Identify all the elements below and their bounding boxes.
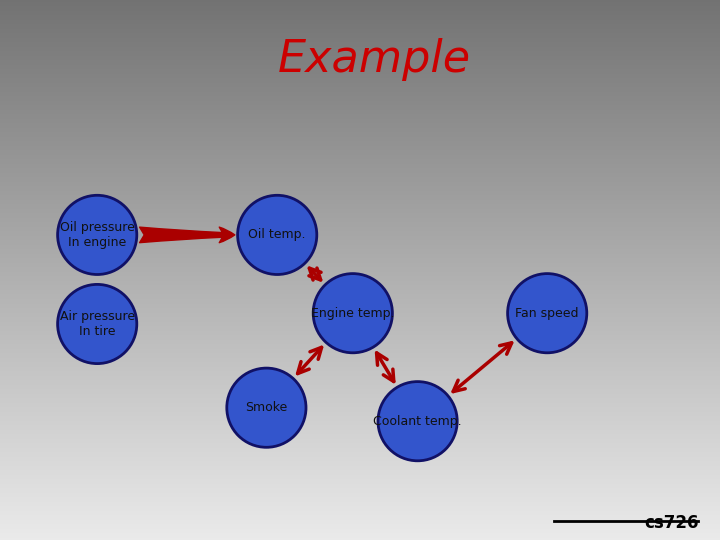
Text: cs726: cs726 [644,514,698,532]
Ellipse shape [58,195,137,274]
Ellipse shape [227,368,306,447]
Ellipse shape [508,274,587,353]
Ellipse shape [378,382,457,461]
Text: Smoke: Smoke [246,401,287,414]
Text: Engine temp.: Engine temp. [311,307,395,320]
Text: Coolant temp.: Coolant temp. [373,415,462,428]
Text: Oil temp.: Oil temp. [248,228,306,241]
Ellipse shape [313,274,392,353]
Text: Air pressure
In tire: Air pressure In tire [60,310,135,338]
Ellipse shape [238,195,317,274]
Text: Example: Example [278,38,471,81]
Ellipse shape [58,285,137,363]
Text: Fan speed: Fan speed [516,307,579,320]
Text: Oil pressure
In engine: Oil pressure In engine [60,221,135,249]
